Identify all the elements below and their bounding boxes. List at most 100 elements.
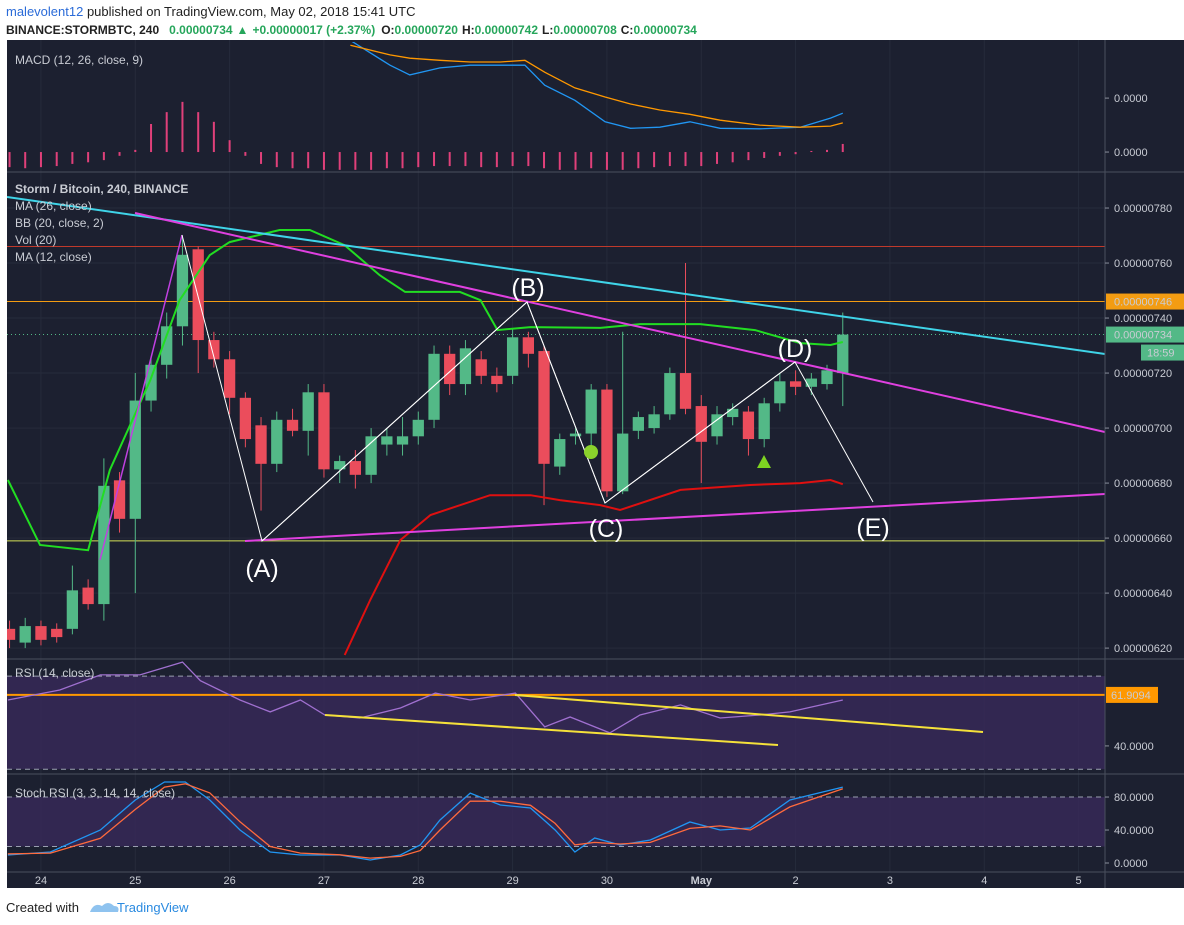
candle-body [601,389,613,492]
histogram-bar [731,152,734,163]
candle-body [7,628,16,640]
rsi-trend-line [514,694,984,733]
ohlc-value: 0.00000734 [633,23,697,37]
histogram-bar [495,152,498,168]
candle-body [491,375,503,385]
candle-body [223,359,236,398]
x-tick-label: 5 [1076,875,1082,887]
countdown-box [1141,344,1184,361]
y-tick-label: 0.00000720 [1114,368,1172,380]
histogram-bar [826,149,829,153]
histogram-bar [700,152,703,167]
price-label: 0.00000746 [1114,297,1172,309]
candle-body [789,381,802,387]
histogram-bar [684,152,687,167]
x-tick-label: 3 [887,875,893,887]
histogram-bar [543,152,546,169]
candle-body [412,419,424,437]
y-tick-label: 0.00000640 [1114,588,1172,600]
candle-body [334,461,346,470]
histogram-bar [621,152,624,170]
histogram-bar [448,152,451,167]
y-tick-label: 0.00000760 [1114,258,1172,270]
candle-body [349,461,361,475]
wave-line [261,301,796,542]
x-tick-label: 29 [506,875,518,887]
candle-body [758,403,770,440]
histogram-bar [212,121,215,153]
wave-line [99,234,183,561]
candle-body [459,348,472,385]
pane-title: MACD (12, 26, close, 9) [15,53,143,67]
y-tick-label: 0.00000780 [1114,203,1172,215]
indicator-line [343,478,844,656]
candle-body [821,370,833,385]
histogram-bar [464,152,467,167]
last-price: 0.00000734 [169,23,233,37]
published: published on TradingView.com, May 02, 20… [83,4,415,19]
candle-body [19,626,31,643]
candle-body [695,406,707,442]
histogram-bar [747,152,750,161]
histogram-bar [668,152,671,167]
pane-title: RSI (14, close) [15,666,94,680]
histogram-bar [810,150,813,153]
legend-entry: MA (12, close) [15,250,92,264]
histogram-bar [605,152,608,170]
histogram-bar [527,152,530,167]
histogram-bar [433,152,436,167]
candle-body [805,378,817,387]
candle-body [208,340,220,360]
histogram-bar [574,152,577,170]
candle-body [475,359,487,376]
candle-body [255,425,267,464]
highlight-box [1106,686,1158,703]
candle-body [837,334,849,374]
annotation: (B) [511,274,544,302]
histogram-bar [794,152,797,155]
annotation: (C) [589,515,624,543]
x-tick-label: 24 [35,875,47,887]
candle-body [381,436,393,445]
rsi-drawings [324,694,984,746]
candle-body [742,411,755,440]
x-tick-label: 26 [223,875,235,887]
histogram-bar [150,123,153,153]
candle-body [396,436,409,445]
x-tick-label: May [691,875,713,887]
y-tick-label: 0.00000740 [1114,313,1172,325]
ohlc-value: 0.00000742 [475,23,539,37]
indicator-line [351,42,844,130]
author[interactable]: malevolent12 [6,4,83,19]
drawings [7,196,1105,561]
last-price-box [1106,326,1184,343]
histogram-bar [653,152,656,168]
histogram-bar [39,152,42,168]
symbol-line: BINANCE:STORMBTC, 240 0.00000734 ▲ +0.00000… [6,23,697,37]
y-tick-label: 40.0000 [1114,741,1154,753]
histogram-bar [291,152,294,169]
header-line: malevolent12 published on TradingView.co… [6,4,416,19]
candle-body [569,433,582,437]
y-tick-label: 0.0000 [1114,147,1148,159]
candle-body [161,326,173,365]
ohlc-label: C: [621,23,634,37]
histogram-bar [841,143,844,153]
histogram-bar [275,152,278,168]
brand[interactable]: TradingView [117,900,189,915]
x-tick-label: 27 [318,875,330,887]
histogram-bar [637,152,640,169]
candle-body [302,392,314,431]
histogram-bar [590,152,593,169]
candle-body [679,373,692,409]
ohlc-value: 0.00000708 [553,23,617,37]
signal-dot [584,445,598,459]
change: +0.00000017 (+2.37%) [252,23,375,37]
histogram-bar [260,152,263,164]
histogram-bar [354,152,357,170]
trend-line [7,196,1105,355]
footer-text: Created with [6,900,79,915]
ohlc-value: 0.00000720 [395,23,459,37]
data-layer [7,42,1105,861]
y-tick-label: 0.0000 [1114,93,1148,105]
